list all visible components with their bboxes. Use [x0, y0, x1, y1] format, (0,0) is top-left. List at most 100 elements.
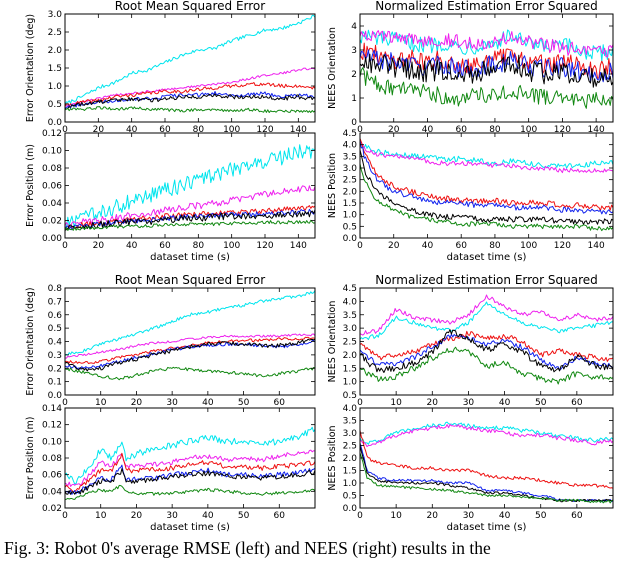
y-tick-label: 0.3 [48, 351, 62, 361]
y-tick-label: 0.0 [48, 118, 63, 128]
y-tick-label: 0.4 [48, 338, 63, 348]
y-tick-label: 1.0 [343, 378, 358, 388]
y-tick-label: 0.02 [42, 504, 62, 514]
series-line-red [360, 138, 613, 211]
y-tick-label: 2.5 [343, 338, 357, 348]
y-tick-label: 0.8 [48, 284, 63, 294]
chart-panel-5: 0 10 20 30 40 50 60 0.0 0.1 0.2 0.3 0.4 0.5 0.6 0.7 0.8… [25, 273, 316, 408]
x-tick-label: 40 [202, 398, 214, 408]
y-axis-label: Error Orientation (deg) [25, 14, 36, 122]
y-tick-label: 0.06 [42, 471, 62, 481]
x-tick-label: 20 [427, 398, 439, 408]
series-line-magenta [65, 449, 315, 487]
y-tick-label: 0.00 [42, 234, 62, 244]
y-tick-label: 4.0 [343, 141, 358, 151]
series-line-blue [360, 49, 613, 83]
y-tick-label: 3.0 [343, 429, 358, 439]
x-tick-label: 20 [427, 511, 439, 521]
y-tick-label: 1.5 [343, 467, 357, 477]
y-tick-label: 0.0 [343, 504, 358, 514]
y-tick-label: 0.10 [42, 147, 62, 157]
series-line-blue [360, 442, 613, 503]
series-line-green [65, 106, 315, 113]
series-line-magenta [360, 424, 613, 448]
x-tick-label: 60 [159, 241, 171, 251]
series-line-cyan [360, 301, 613, 341]
series-line-magenta [360, 294, 613, 336]
y-tick-label: 0.1 [48, 378, 62, 388]
y-tick-label: 0.14 [42, 404, 62, 414]
y-tick-label: 2.0 [343, 351, 358, 361]
y-tick-label: 0.0 [48, 391, 63, 401]
x-tick-label: 100 [520, 241, 537, 251]
x-tick-label: 0 [62, 241, 68, 251]
series-line-blue [65, 91, 315, 109]
series-line-red [65, 82, 315, 107]
series-line-red [65, 452, 315, 493]
x-tick-label: 0 [357, 125, 363, 135]
x-tick-label: 40 [202, 511, 214, 521]
y-tick-label: 1.5 [48, 64, 62, 74]
chart-title: Normalized Estimation Error Squared [375, 273, 598, 287]
x-tick-label: 40 [126, 125, 138, 135]
y-tick-label: 4.5 [343, 284, 357, 294]
series-line-magenta [65, 333, 315, 359]
x-tick-label: 100 [520, 125, 537, 135]
y-tick-label: 0.08 [42, 454, 62, 464]
x-tick-label: 40 [126, 241, 138, 251]
y-tick-label: 2.0 [343, 187, 358, 197]
y-tick-label: 3.5 [343, 152, 357, 162]
y-tick-label: 0.04 [42, 487, 62, 497]
y-tick-label: 1 [351, 94, 357, 104]
x-axis-label: dataset time (s) [447, 522, 527, 533]
y-tick-label: 4 [351, 22, 357, 32]
axes-frame [359, 132, 614, 239]
series-line-black [360, 53, 613, 88]
axes-frame [359, 407, 614, 509]
series-line-magenta [360, 30, 613, 58]
x-tick-label: 80 [489, 241, 501, 251]
series-line-black [360, 329, 613, 373]
y-tick-label: 2.5 [343, 176, 357, 186]
y-tick-label: 0.12 [42, 129, 62, 139]
x-tick-label: 0 [357, 398, 363, 408]
x-tick-label: 50 [238, 511, 250, 521]
x-axis-label: dataset time (s) [447, 252, 527, 263]
y-tick-label: 0.0 [343, 234, 358, 244]
x-tick-label: 40 [422, 241, 434, 251]
x-tick-label: 20 [131, 398, 143, 408]
chart-panel-3: 0 20 40 60 80 100 120 140 0.00 0.02 0.04 0.06 0.08 0.… [25, 129, 316, 263]
chart-panel-4: 0 20 40 60 80 100 120 140 0.0 0.51.0 1.5 2.02.5 3.0 3… [327, 129, 614, 263]
y-tick-label: 2 [351, 70, 357, 80]
y-tick-label: 0.5 [48, 100, 62, 110]
x-tick-label: 80 [193, 241, 205, 251]
x-tick-label: 80 [489, 125, 501, 135]
x-tick-label: 30 [463, 511, 475, 521]
y-tick-label: 2.5 [48, 28, 62, 38]
x-tick-label: 10 [390, 511, 402, 521]
series-line-green [360, 346, 613, 385]
chart-panel-6: 0 10 20 30 40 50 60 0.5 1.0 1.5 2.0 2.5 3.0 3.5 4.0 4.5… [327, 273, 614, 408]
x-tick-label: 60 [571, 398, 583, 408]
x-tick-label: 50 [535, 398, 547, 408]
x-tick-label: 120 [256, 125, 273, 135]
y-tick-label: 0.12 [42, 421, 62, 431]
series-line-green [360, 67, 613, 109]
x-tick-label: 40 [422, 125, 434, 135]
x-axis-label: dataset time (s) [150, 252, 230, 263]
y-tick-label: 0.04 [42, 199, 62, 209]
x-tick-label: 60 [455, 241, 467, 251]
y-tick-label: 2.5 [343, 442, 357, 452]
y-tick-label: 1.5 [343, 199, 357, 209]
series-line-black [65, 468, 315, 495]
y-tick-label: 0.7 [48, 297, 62, 307]
figure-caption: Fig. 3: Robot 0's average RMSE (left) an… [4, 538, 491, 558]
x-tick-label: 140 [588, 125, 605, 135]
series-line-green [65, 366, 315, 381]
axes-frame [64, 407, 316, 509]
y-axis-label: NEES Position [327, 153, 338, 218]
y-tick-label: 0.10 [42, 437, 62, 447]
y-tick-label: 3.5 [343, 311, 357, 321]
series-line-black [65, 93, 315, 110]
